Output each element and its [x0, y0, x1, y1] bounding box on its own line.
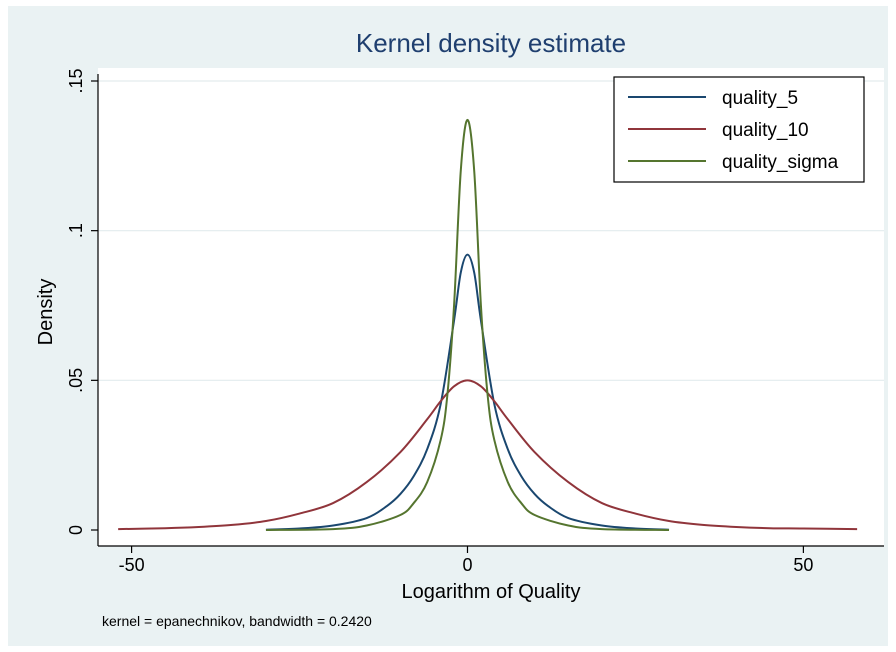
y-tick-label: .05: [66, 368, 86, 393]
series-line-quality_10: [118, 379, 858, 531]
x-tick-label: 50: [793, 555, 813, 575]
chart-title: Kernel density estimate: [356, 28, 626, 58]
chart-frame: Kernel density estimate 0.05.1.15 -50 0 50 …: [8, 6, 888, 646]
x-tick-label: -50: [119, 555, 145, 575]
legend-label-quality_10: quality_10: [722, 120, 809, 141]
y-tick-label: .1: [66, 223, 86, 238]
series-line-quality_sigma: [265, 118, 670, 531]
chart-note: kernel = epanechnikov, bandwidth = 0.242…: [102, 613, 372, 629]
x-axis-label: Logarithm of Quality: [402, 581, 581, 603]
x-tick-label: 0: [462, 555, 472, 575]
legend-label-quality_sigma: quality_sigma: [722, 152, 839, 173]
y-tick-label: .15: [66, 68, 86, 93]
legend-label-quality_5: quality_5: [722, 88, 798, 109]
series-lines: [118, 118, 858, 531]
series-line-quality_5: [265, 253, 670, 531]
axes: 0 .05 .1 .15 -50 0 50: [66, 68, 884, 575]
y-axis-label: Density: [35, 279, 57, 346]
legend: quality_5 quality_10 quality_sigma: [613, 76, 865, 183]
kde-chart: Kernel density estimate 0.05.1.15-50 0 50 …: [35, 28, 884, 629]
y-tick-label: 0: [66, 525, 86, 535]
